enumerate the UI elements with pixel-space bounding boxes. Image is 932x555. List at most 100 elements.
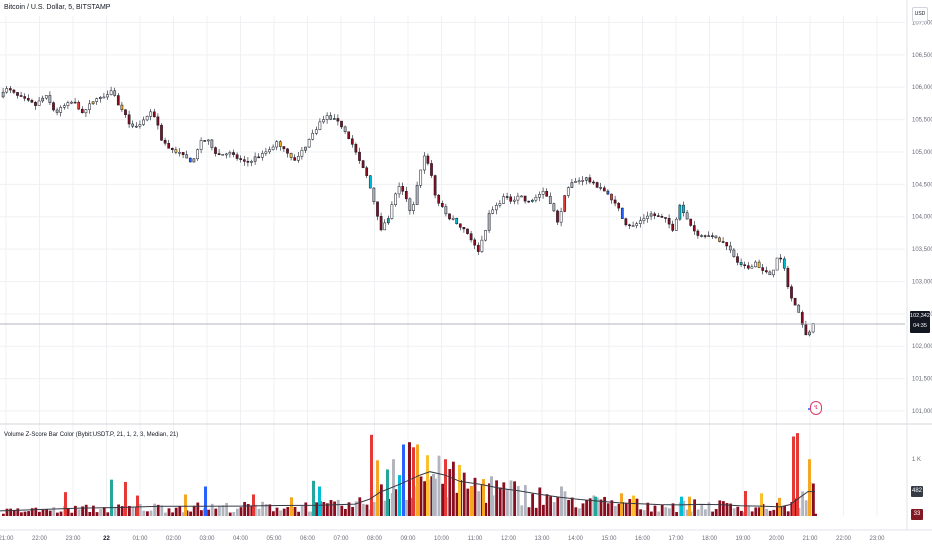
volume-bar	[174, 507, 178, 516]
candle-body	[480, 239, 484, 252]
candle-body	[41, 97, 45, 102]
candle-body	[451, 218, 455, 220]
candle-body	[59, 107, 63, 113]
candle-body	[109, 90, 113, 95]
volume-bar	[750, 511, 754, 516]
volume-bar	[790, 501, 794, 516]
candle-body	[170, 148, 174, 150]
candle-body	[638, 220, 642, 224]
volume-bar	[27, 511, 30, 516]
time-tick-label: 22:00	[32, 536, 48, 542]
volume-bar	[88, 511, 92, 516]
volume-bar	[358, 497, 362, 516]
time-tick-label: 06:00	[300, 536, 316, 542]
candle-body	[520, 195, 523, 198]
candle-body	[646, 215, 649, 219]
volume-bar	[448, 469, 452, 516]
last-price-label: 102,342	[910, 313, 930, 319]
time-tick-label: 02:00	[166, 536, 182, 542]
volume-bar	[354, 501, 358, 516]
volume-bar	[106, 512, 110, 516]
candle-body	[152, 111, 156, 118]
indicator-title[interactable]: Volume Z-Score Bar Color (Bybit:USDT.P, …	[4, 432, 179, 438]
volume-bar	[452, 461, 455, 516]
volume-bar	[596, 497, 599, 516]
volume-bar	[477, 491, 480, 516]
candle-body	[566, 187, 570, 196]
volume-bar	[538, 487, 542, 516]
volume-spike-bar	[184, 494, 187, 516]
volume-bar	[574, 507, 578, 516]
candle-body	[142, 119, 145, 125]
volume-spike-bar	[136, 495, 139, 516]
candle-body	[260, 153, 264, 158]
candle-body	[235, 154, 239, 159]
currency-button[interactable]: USD	[912, 7, 928, 22]
volume-bar	[92, 505, 95, 516]
volume-ma-badge: 482	[911, 486, 923, 497]
volume-bar	[167, 508, 171, 516]
symbol-title[interactable]: Bitcoin / U.S. Dollar, 5, BITSTAMP	[4, 4, 111, 11]
candle-body	[790, 286, 793, 299]
candle-body	[592, 181, 595, 184]
candle-body	[206, 139, 210, 142]
candle-body	[268, 149, 271, 153]
event-marker-icon[interactable]: ↯	[810, 401, 822, 415]
volume-bar	[714, 509, 718, 516]
volume-bar	[725, 503, 729, 516]
volume-bar	[772, 509, 776, 516]
candle-body	[476, 244, 480, 252]
candle-body	[552, 203, 556, 212]
volume-spike-bar	[318, 486, 321, 516]
price-series	[1, 86, 815, 337]
volume-bar	[207, 509, 210, 516]
candle-body	[314, 129, 318, 134]
candle-body	[584, 177, 588, 181]
candle-body	[113, 90, 117, 96]
volume-bar	[650, 511, 653, 516]
volume-bar	[156, 504, 160, 516]
candle-body	[19, 95, 23, 97]
candle-body	[354, 144, 358, 153]
volume-bar	[534, 507, 538, 516]
candle-body	[66, 102, 70, 106]
candle-body	[163, 139, 167, 144]
candle-body	[88, 103, 91, 110]
candle-body	[448, 213, 451, 220]
volume-bar	[153, 503, 156, 516]
candle-body	[570, 182, 574, 188]
candle-body	[502, 196, 505, 204]
volume-bar	[682, 500, 686, 516]
candle-body	[372, 187, 376, 203]
volume-bar	[34, 507, 38, 516]
volume-bar	[16, 508, 20, 516]
candle-body	[772, 269, 775, 276]
candle-body	[149, 111, 153, 117]
volume-bar	[524, 485, 527, 516]
candle-body	[397, 186, 401, 195]
candle-body	[102, 96, 106, 99]
volume-bar	[578, 508, 581, 516]
volume-bar	[686, 509, 689, 516]
volume-spike-bar	[490, 476, 493, 516]
candle-body	[775, 257, 779, 271]
volume-spike-bar	[398, 475, 401, 516]
candle-body	[221, 153, 225, 156]
candle-body	[494, 205, 498, 211]
last-price-badge: 102,342 04:35	[910, 311, 930, 333]
volume-bar	[146, 511, 149, 516]
candle-body	[750, 266, 754, 269]
price-tick-label: 104,000	[912, 215, 932, 221]
candle-body	[26, 98, 30, 101]
volume-bar	[333, 501, 336, 516]
candle-body	[631, 225, 635, 227]
candle-body	[34, 102, 37, 106]
candle-body	[188, 157, 192, 163]
candle-body	[692, 225, 696, 232]
volume-bar	[527, 507, 531, 516]
time-tick-label: 17:00	[668, 536, 684, 542]
volume-spike-bar	[204, 486, 207, 516]
candle-body	[800, 312, 804, 325]
